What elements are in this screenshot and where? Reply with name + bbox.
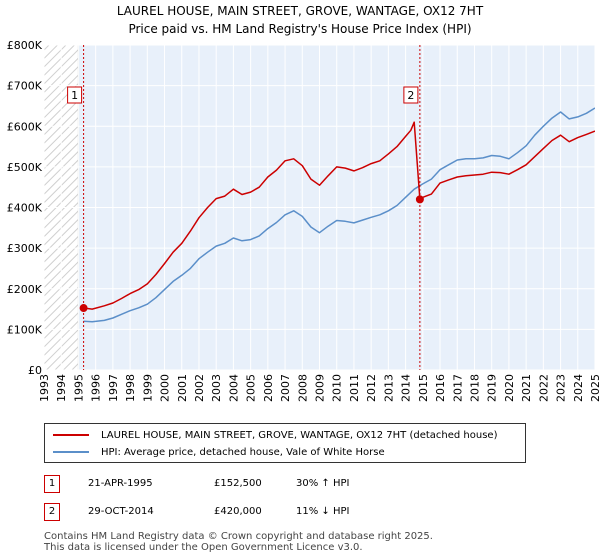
sale-price-2: £420,000 (214, 506, 262, 517)
x-tick-label: 2001 (176, 374, 189, 402)
x-tick-label: 2025 (589, 374, 600, 402)
x-tick-label: 2023 (555, 374, 568, 402)
x-tick-label: 2009 (314, 374, 327, 402)
sale-2-point (415, 195, 424, 204)
grid-lines (43, 44, 596, 371)
x-tick-label: 2013 (382, 374, 395, 402)
x-tick-label: 1997 (107, 374, 120, 402)
x-tick-label: 2007 (279, 374, 292, 402)
x-tick-label: 1998 (124, 374, 137, 402)
sale-hpi-2: 11% ↓ HPI (296, 506, 350, 517)
x-tick-label: 2002 (193, 374, 206, 402)
x-tick-label: 2008 (296, 374, 309, 402)
footer-line-1: Contains HM Land Registry data © Crown c… (44, 531, 433, 542)
x-tick-label: 2004 (227, 374, 240, 402)
y-tick-label: £300K (7, 242, 43, 255)
sale-hpi-1: 30% ↑ HPI (296, 478, 350, 489)
legend: LAUREL HOUSE, MAIN STREET, GROVE, WANTAG… (44, 423, 526, 463)
x-tick-label: 1995 (72, 374, 85, 402)
hpi-line (83, 107, 595, 323)
y-tick-label: £200K (7, 283, 43, 296)
sale-price-1: £152,500 (214, 478, 262, 489)
x-tick-label: 2000 (159, 374, 172, 402)
legend-item-hpi: HPI: Average price, detached house, Vale… (53, 444, 385, 460)
x-tick-label: 1996 (90, 374, 103, 402)
x-tick-label: 2021 (520, 374, 533, 402)
x-tick-label: 2015 (417, 374, 430, 402)
sale-2-label-box (403, 86, 419, 104)
y-tick-label: £500K (7, 161, 43, 174)
footer: Contains HM Land Registry data © Crown c… (44, 531, 433, 553)
x-tick-label: 2024 (572, 374, 585, 402)
legend-swatch-hpi (53, 451, 89, 453)
sale-1-point (79, 304, 88, 313)
y-tick-label: £800K (7, 39, 43, 52)
legend-swatch-property (53, 434, 89, 436)
x-tick-label: 2016 (434, 374, 447, 402)
chart-subtitle: Price paid vs. HM Land Registry's House … (128, 22, 471, 36)
footer-line-2: This data is licensed under the Open Gov… (44, 542, 363, 553)
x-tick-label: 2006 (262, 374, 275, 402)
x-tick-label: 2005 (245, 374, 258, 402)
x-tick-label: 2020 (503, 374, 516, 402)
y-tick-label: £700K (7, 80, 43, 93)
legend-label-hpi: HPI: Average price, detached house, Vale… (101, 446, 385, 458)
sale-1-label: 1 (71, 89, 78, 102)
x-axis-ticks: 1993 1994 1995 1996 1997 1998 1999 2000 2001 2002… (38, 374, 600, 402)
chart-title: LAUREL HOUSE, MAIN STREET, GROVE, WANTAG… (117, 4, 484, 18)
x-tick-label: 2003 (210, 374, 223, 402)
property-price-line (83, 121, 595, 310)
x-tick-label: 2011 (348, 374, 361, 402)
sale-1-label-box (67, 86, 83, 104)
sale-badge-1: 1 (44, 475, 60, 493)
price-chart: LAUREL HOUSE, MAIN STREET, GROVE, WANTAG… (7, 4, 600, 402)
sale-2-label: 2 (407, 89, 414, 102)
y-tick-label: £0 (28, 364, 42, 377)
x-tick-label: 2022 (537, 374, 550, 402)
y-tick-label: £100K (7, 323, 43, 336)
x-tick-label: 1993 (38, 374, 51, 402)
x-tick-label: 2018 (468, 374, 481, 402)
sale-date-2: 29-OCT-2014 (88, 506, 154, 517)
series-lines (83, 107, 595, 323)
y-axis-ticks: £0 £100K £200K £300K £400K £500K £600K £700K £80… (7, 39, 43, 377)
sale-date-1: 21-APR-1995 (88, 478, 153, 489)
x-tick-label: 2019 (486, 374, 499, 402)
x-tick-label: 2017 (451, 374, 464, 402)
legend-item-property: LAUREL HOUSE, MAIN STREET, GROVE, WANTAG… (53, 427, 497, 443)
x-tick-label: 1999 (141, 374, 154, 402)
sale-badge-2: 2 (44, 503, 60, 521)
y-tick-label: £400K (7, 202, 43, 215)
y-tick-label: £600K (7, 120, 43, 133)
legend-label-property: LAUREL HOUSE, MAIN STREET, GROVE, WANTAG… (101, 429, 498, 441)
x-tick-label: 2010 (331, 374, 344, 402)
x-tick-label: 2014 (400, 374, 413, 402)
x-tick-label: 2012 (365, 374, 378, 402)
x-tick-label: 1994 (55, 374, 68, 402)
